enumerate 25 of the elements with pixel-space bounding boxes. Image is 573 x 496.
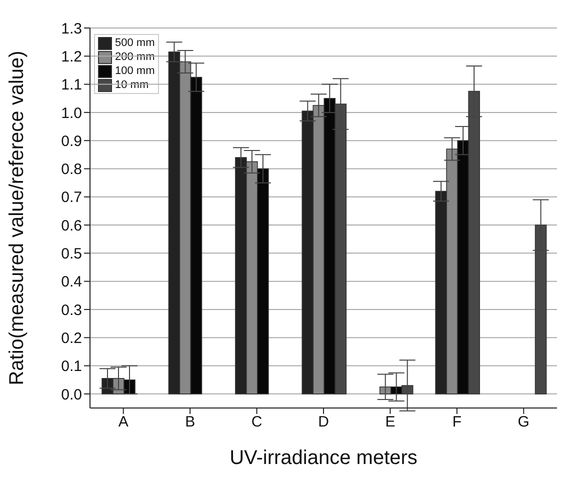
y-tick-label: 0.7 (61, 189, 82, 206)
y-tick-label: 1.0 (61, 104, 82, 122)
x-tick-label: F (452, 414, 462, 431)
y-tick-label: 1.2 (61, 48, 82, 66)
x-tick-label: B (185, 414, 196, 431)
x-tick-label: C (251, 414, 262, 431)
y-tick-label: 0.1 (61, 358, 82, 376)
y-tick-label: 1.1 (61, 76, 82, 94)
y-tick-label: 0.2 (61, 330, 82, 347)
y-tick-label: 0.0 (61, 386, 82, 404)
legend-label: 500 mm (115, 36, 155, 50)
y-tick-label: 0.9 (61, 132, 82, 150)
y-tick-label: 0.3 (61, 302, 82, 319)
y-axis-title: Ratio(measured value/referece value) (6, 50, 28, 386)
x-tick-label: A (118, 414, 128, 431)
y-tick-label: 0.6 (61, 217, 82, 234)
y-tick-label: 0.5 (61, 246, 82, 263)
x-tick-label: E (385, 414, 396, 431)
y-tick-label: 0.4 (61, 274, 82, 291)
x-tick-label: G (518, 414, 530, 431)
y-tick-label: 1.3 (61, 20, 82, 38)
x-axis-title: UV-irradiance meters (230, 447, 418, 469)
x-tick-label: D (318, 414, 330, 431)
y-tick-label: 0.8 (61, 161, 82, 178)
legend-label: 100 mm (115, 64, 155, 78)
